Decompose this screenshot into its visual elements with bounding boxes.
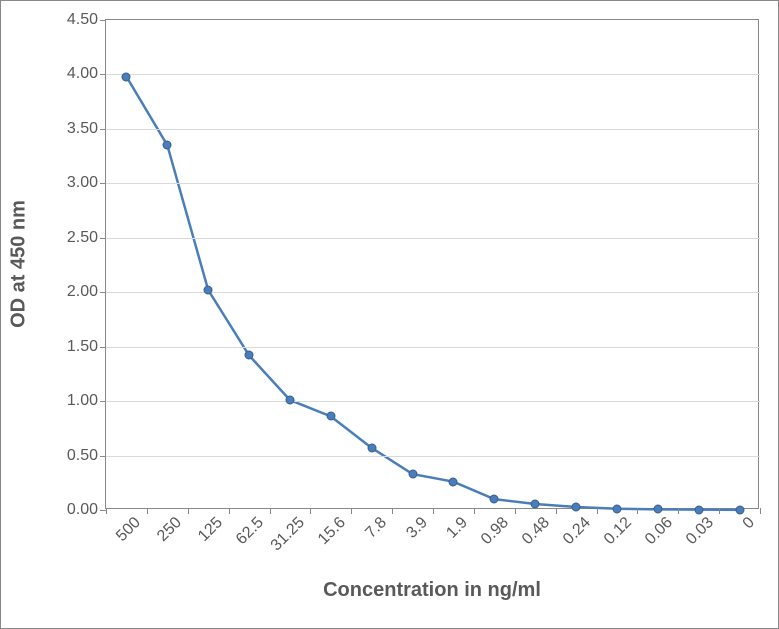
y-tick-label: 4.50: [67, 11, 98, 29]
x-axis-label: Concentration in ng/ml: [323, 579, 541, 602]
data-point-marker: [531, 500, 540, 509]
data-point-marker: [408, 470, 417, 479]
data-point-marker: [367, 443, 376, 452]
y-tick-mark: [100, 347, 106, 348]
y-tick-label: 1.50: [67, 338, 98, 356]
y-tick-label: 0.00: [67, 501, 98, 519]
y-tick-mark: [100, 238, 106, 239]
y-tick-mark: [100, 20, 106, 21]
gridline-y: [106, 129, 760, 130]
y-axis-label: OD at 450 nm: [8, 200, 31, 328]
data-point-marker: [245, 351, 254, 360]
data-point-marker: [163, 141, 172, 150]
y-tick-mark: [100, 292, 106, 293]
y-tick-mark: [100, 74, 106, 75]
y-tick-label: 1.00: [67, 392, 98, 410]
y-tick-label: 0.50: [67, 447, 98, 465]
chart-frame: 0.00 0.50 1.00 1.50 2.00 2.50 3.00 3.50 4.00 4.50…: [0, 0, 779, 629]
y-tick-label: 2.50: [67, 229, 98, 247]
data-point-marker: [694, 505, 703, 514]
data-point-marker: [326, 412, 335, 421]
gridline-y: [106, 238, 760, 239]
x-tick-mark: [106, 508, 107, 514]
line-series-path: [106, 20, 760, 510]
data-point-marker: [572, 502, 581, 511]
y-tick-mark: [100, 456, 106, 457]
gridline-y: [106, 183, 760, 184]
gridline-y: [106, 401, 760, 402]
data-point-marker: [735, 505, 744, 514]
gridline-y: [106, 456, 760, 457]
y-tick-mark: [100, 401, 106, 402]
gridline-y: [106, 347, 760, 348]
data-point-marker: [449, 477, 458, 486]
y-tick-label: 3.00: [67, 174, 98, 192]
data-point-marker: [490, 495, 499, 504]
data-point-marker: [122, 72, 131, 81]
y-tick-mark: [100, 129, 106, 130]
data-point-marker: [204, 286, 213, 295]
y-tick-label: 4.00: [67, 65, 98, 83]
gridline-y: [106, 74, 760, 75]
plot-area: 0.000.501.001.502.002.503.003.504.004.50…: [105, 19, 759, 509]
data-point-marker: [285, 396, 294, 405]
x-tick-label: 0: [746, 508, 765, 527]
y-tick-mark: [100, 183, 106, 184]
x-tick-mark: [760, 508, 761, 514]
data-point-marker: [653, 505, 662, 514]
data-point-marker: [612, 504, 621, 513]
y-tick-label: 3.50: [67, 120, 98, 138]
series-line: [126, 77, 739, 510]
y-tick-label: 2.00: [67, 283, 98, 301]
